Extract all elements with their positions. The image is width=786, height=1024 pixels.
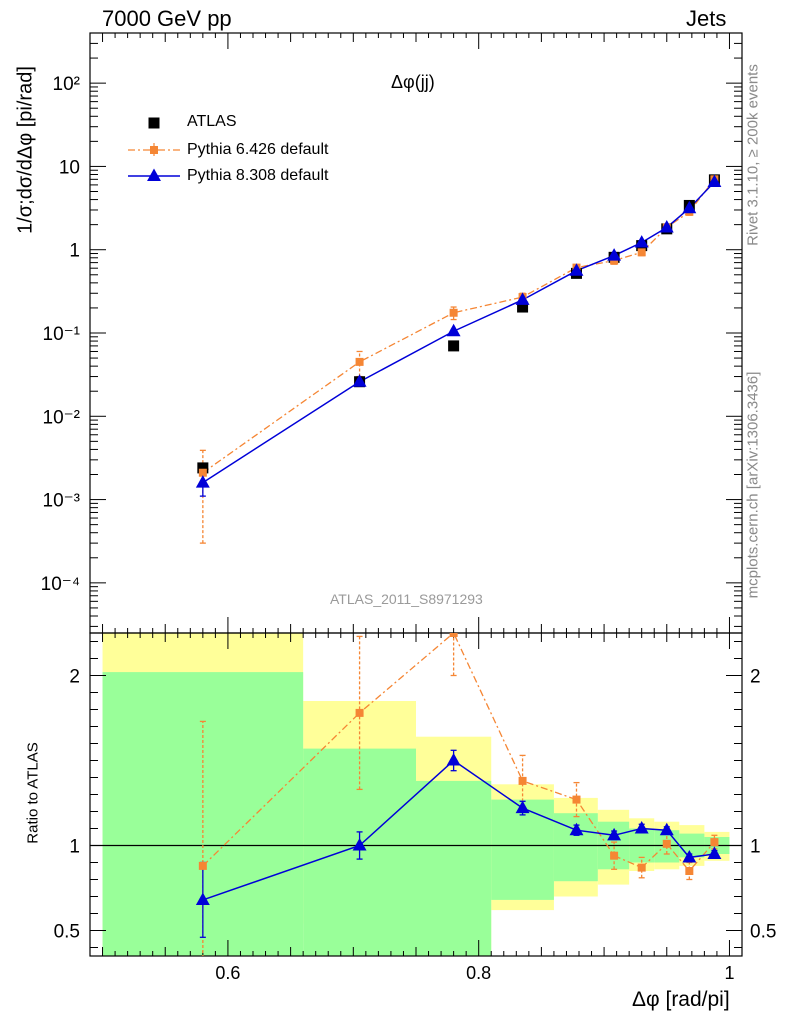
legend-pythia6-marker <box>150 146 158 154</box>
pythia6-point <box>449 308 458 317</box>
pythia8-point <box>707 174 722 188</box>
y-tick-label: 10⁻² <box>43 407 81 428</box>
pythia8-point <box>634 235 649 248</box>
main-series-group <box>195 174 722 544</box>
x-tick-label: 0.8 <box>466 963 491 983</box>
legend-pythia8-marker <box>147 168 161 182</box>
ratio-pythia8-point <box>659 822 674 836</box>
header-process-label: Jets <box>686 6 727 31</box>
ratio-y-tick-label-right: 1 <box>750 837 761 858</box>
ratio-pythia6-point <box>518 776 527 785</box>
pythia8-point <box>607 248 622 261</box>
main-y-axis-label: 1/σ;dσ/dΔφ [pi/rad] <box>14 66 37 234</box>
ratio-pythia6-point <box>198 861 207 870</box>
ratio-pythia8-point <box>195 892 210 905</box>
ratio-pythia6-point <box>685 867 694 875</box>
y-tick-label: 1 <box>69 241 80 262</box>
pythia8-point <box>195 475 210 488</box>
ratio-pythia6-point <box>662 839 671 848</box>
analysis-watermark: ATLAS_2011_S8971293 <box>330 591 483 607</box>
y-tick-label: 10² <box>53 74 80 95</box>
pythia8-point <box>659 220 674 233</box>
pythia6-point <box>198 468 207 477</box>
pythia8-point <box>569 263 584 276</box>
x-tick-label: 1 <box>724 963 734 983</box>
rivet-version-label: Rivet 3.1.10, ≥ 200k events <box>744 64 762 246</box>
ratio-y-tick-label-left: 0.5 <box>54 922 80 943</box>
y-tick-label: 10⁻⁴ <box>41 574 80 595</box>
y-tick-label: 10⁻¹ <box>43 324 81 345</box>
ratio-x-axis-label: Δφ [rad/pi] <box>632 988 730 1011</box>
ratio-pythia8-line <box>202 759 715 901</box>
legend-atlas-marker <box>148 117 160 129</box>
ratio-pythia8-point <box>607 827 622 841</box>
atlas-data-point <box>448 340 460 352</box>
ratio-y-tick-label-right: 0.5 <box>750 922 776 943</box>
pythia8-point <box>682 200 697 214</box>
ratio-pythia6-point <box>355 708 364 717</box>
ratio-pythia6-point <box>710 838 719 847</box>
x-tick-label: 0.6 <box>215 963 240 983</box>
pythia8-point <box>446 323 461 337</box>
main-plot-title: Δφ(jj) <box>391 72 435 92</box>
ratio-pythia6-point <box>610 851 619 860</box>
ratio-series-group <box>195 633 722 956</box>
ratio-y-axis-label: Ratio to ATLAS <box>24 742 42 844</box>
y-tick-label: 10⁻³ <box>43 491 81 512</box>
pythia8-point <box>515 292 530 305</box>
pythia8-point <box>352 374 367 387</box>
ratio-pythia6-point <box>572 795 581 804</box>
pythia6-point <box>637 248 646 257</box>
header-energy-label: 7000 GeV pp <box>102 6 232 31</box>
ratio-pythia8-point <box>515 800 530 814</box>
legend-entry-pythia6: Pythia 6.426 default <box>187 141 329 158</box>
atlas-data-point <box>517 301 529 313</box>
pythia6-point <box>355 357 364 366</box>
ratio-y-tick-label-left: 1 <box>69 837 80 858</box>
ratio-pythia6-point <box>449 633 458 637</box>
ratio-pythia8-point <box>682 849 697 863</box>
atlas-data-point <box>197 462 209 474</box>
ratio-pythia6-line <box>202 633 715 873</box>
pythia6-line <box>202 178 715 474</box>
ratio-pythia6-point <box>637 863 646 872</box>
ratio-pythia8-point <box>569 822 584 836</box>
ratio-y-tick-label-right: 2 <box>750 667 761 688</box>
ratio-pythia8-point <box>707 846 722 860</box>
pythia8-line <box>202 181 715 484</box>
uncertainty-band-inner <box>416 780 492 956</box>
ratio-bands <box>102 633 730 956</box>
ratio-pythia8-point <box>634 821 649 834</box>
ratio-pythia8-point <box>446 753 461 766</box>
mcplots-label: mcplots.cern.ch [arXiv:1306.3436] <box>744 371 762 599</box>
ratio-pythia8-point <box>352 838 367 851</box>
y-tick-label: 10 <box>59 157 80 178</box>
legend-entry-atlas: ATLAS <box>187 113 237 130</box>
ratio-y-tick-label-left: 2 <box>69 667 80 688</box>
legend-entry-pythia8: Pythia 8.308 default <box>187 167 329 184</box>
